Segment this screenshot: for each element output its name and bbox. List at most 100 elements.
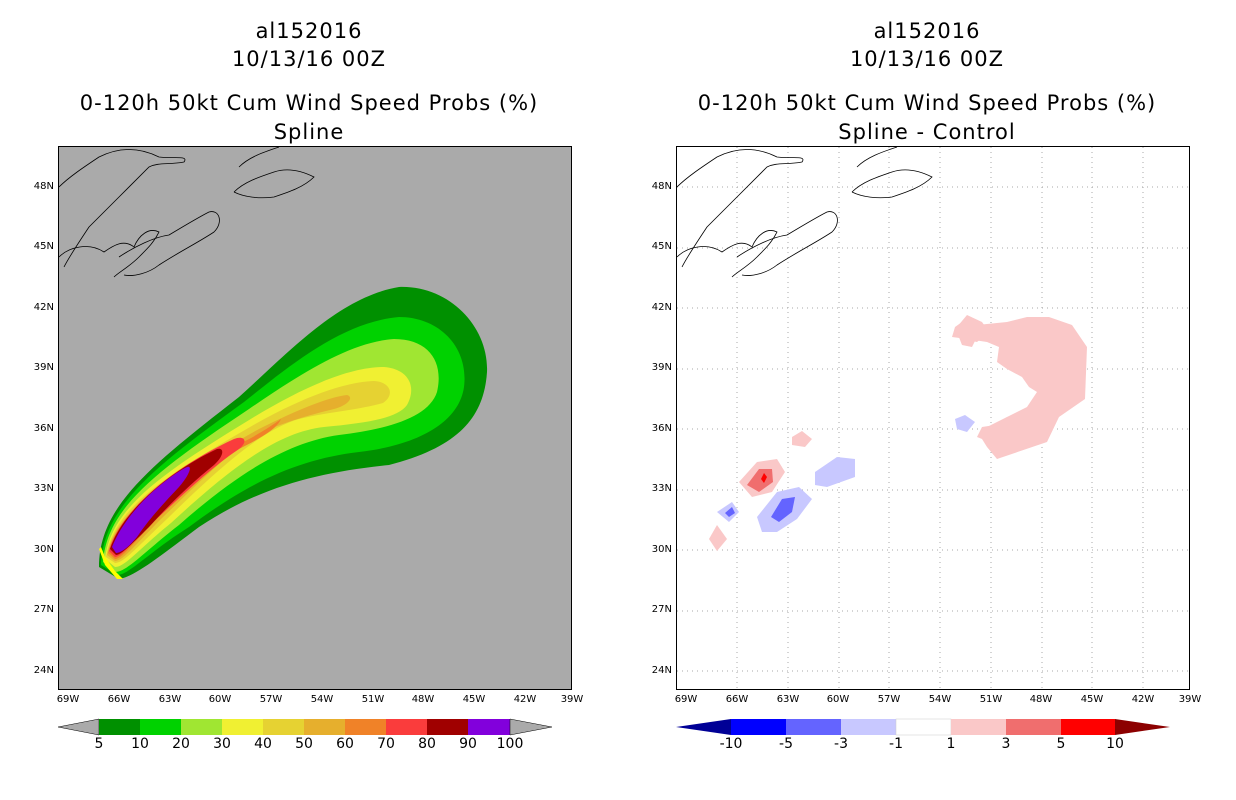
right-lon-label: 48W: [1029, 694, 1053, 705]
right-title: 0-120h 50kt Cum Wind Speed Probs (%): [697, 91, 1157, 115]
right-difference-contours: [677, 147, 1189, 689]
right-colorbar: [676, 718, 1170, 736]
colorbar-swatch: [951, 719, 1006, 735]
right-lat-label: 42N: [651, 302, 672, 313]
diff-pos-12: [709, 525, 727, 551]
left-lat-label: 36N: [33, 423, 54, 434]
left-colorbar-label: 60: [336, 736, 354, 752]
left-lon-label: 54W: [310, 694, 334, 705]
right-datetime: 10/13/16 00Z: [849, 47, 1005, 71]
left-lat-label: 30N: [33, 544, 54, 555]
right-lon-label: 42W: [1131, 694, 1155, 705]
colorbar-swatch: [1006, 719, 1061, 735]
right-lat-label: 24N: [651, 665, 672, 676]
right-colorbar-label: -5: [779, 736, 793, 752]
colorbar-swatch: [468, 719, 510, 735]
right-lat-label: 30N: [651, 544, 672, 555]
colorbar-swatch: [386, 719, 427, 735]
diff-neg-4: [771, 497, 795, 522]
grid-lines: [677, 147, 1189, 689]
left-lat-label: 48N: [33, 181, 54, 192]
colorbar-low-arrow: [676, 719, 731, 735]
left-colorbar-label: 100: [496, 736, 524, 752]
colorbar-swatch: [1061, 719, 1115, 735]
contour-30: [105, 367, 412, 567]
coastline: [59, 147, 315, 278]
right-lon-label: 60W: [826, 694, 850, 705]
right-lon-label: 69W: [674, 694, 698, 705]
right-subtitle: Spline - Control: [838, 120, 1016, 144]
right-colorbar-label: 5: [1056, 736, 1066, 752]
left-map: [58, 146, 572, 690]
right-lon-label: 66W: [725, 694, 749, 705]
colorbar-swatch: [731, 719, 786, 735]
left-probability-contours: [59, 147, 488, 579]
left-title: 0-120h 50kt Cum Wind Speed Probs (%): [79, 91, 539, 115]
right-lon-label: 63W: [776, 694, 800, 705]
right-colorbar-label: 3: [1001, 736, 1011, 752]
colorbar-swatch: [140, 719, 181, 735]
left-colorbar-label: 10: [131, 736, 149, 752]
diff-neg-2: [955, 415, 975, 432]
left-lon-label: 63W: [158, 694, 182, 705]
right-lon-label: 45W: [1080, 694, 1104, 705]
right-map: [676, 146, 1190, 690]
left-lat-label: 45N: [33, 241, 54, 252]
left-storm-id: al152016: [255, 19, 363, 43]
right-lat-label: 33N: [651, 483, 672, 494]
left-colorbar-label: 90: [459, 736, 477, 752]
left-lon-label: 69W: [56, 694, 80, 705]
left-subtitle: Spline: [273, 120, 345, 144]
diff-pos-10: [761, 473, 767, 483]
colorbar-high-arrow: [1115, 719, 1170, 735]
right-lat-label: 27N: [651, 604, 672, 615]
left-panel: al152016 10/13/16 00Z 0-120h 50kt Cum Wi…: [33, 19, 584, 752]
colorbar-low-arrow: [57, 718, 100, 736]
left-lat-label: 27N: [33, 604, 54, 615]
left-colorbar-label: 5: [94, 736, 104, 752]
colorbar-swatch: [263, 719, 304, 735]
right-lat-label: 45N: [651, 241, 672, 252]
colorbar-swatch: [786, 719, 841, 735]
coastline: [677, 147, 933, 278]
left-colorbar-label: 20: [172, 736, 190, 752]
right-lon-label: 54W: [928, 694, 952, 705]
left-lon-label: 42W: [513, 694, 537, 705]
left-colorbar-label: 30: [213, 736, 231, 752]
left-lat-label: 24N: [33, 665, 54, 676]
left-datetime: 10/13/16 00Z: [231, 47, 387, 71]
left-lon-label: 57W: [259, 694, 283, 705]
colorbar-swatch: [427, 719, 468, 735]
right-colorbar-label: 1: [946, 736, 956, 752]
right-lat-label: 39N: [651, 362, 672, 373]
right-lon-label: 51W: [979, 694, 1003, 705]
colorbar-swatch: [222, 719, 263, 735]
colorbar-swatch: [841, 719, 896, 735]
left-lat-label: 42N: [33, 302, 54, 313]
left-lon-label: 39W: [560, 694, 584, 705]
left-colorbar-label: 50: [295, 736, 313, 752]
diff-pos-6: [987, 412, 1049, 452]
left-lon-label: 51W: [361, 694, 385, 705]
diff-neg-1: [815, 457, 855, 487]
left-lat-label: 39N: [33, 362, 54, 373]
colorbar-swatch: [345, 719, 386, 735]
diff-pos-7: [1039, 329, 1077, 357]
colorbar-swatch: [304, 719, 345, 735]
left-colorbar-label: 80: [418, 736, 436, 752]
colorbar-high-arrow: [509, 718, 553, 736]
diff-pos-5: [792, 431, 812, 447]
right-colorbar-label: -3: [834, 736, 848, 752]
contour-100: [99, 547, 123, 579]
diff-pos-9: [747, 469, 773, 492]
left-colorbar: [57, 718, 553, 736]
right-colorbar-label: -1: [889, 736, 903, 752]
left-colorbar-label: 70: [377, 736, 395, 752]
colorbar-swatch: [99, 719, 140, 735]
left-lon-label: 66W: [107, 694, 131, 705]
right-colorbar-label: 10: [1106, 736, 1124, 752]
left-lon-label: 48W: [411, 694, 435, 705]
left-lon-label: 60W: [208, 694, 232, 705]
right-lon-label: 57W: [877, 694, 901, 705]
contour-90: [112, 466, 190, 553]
